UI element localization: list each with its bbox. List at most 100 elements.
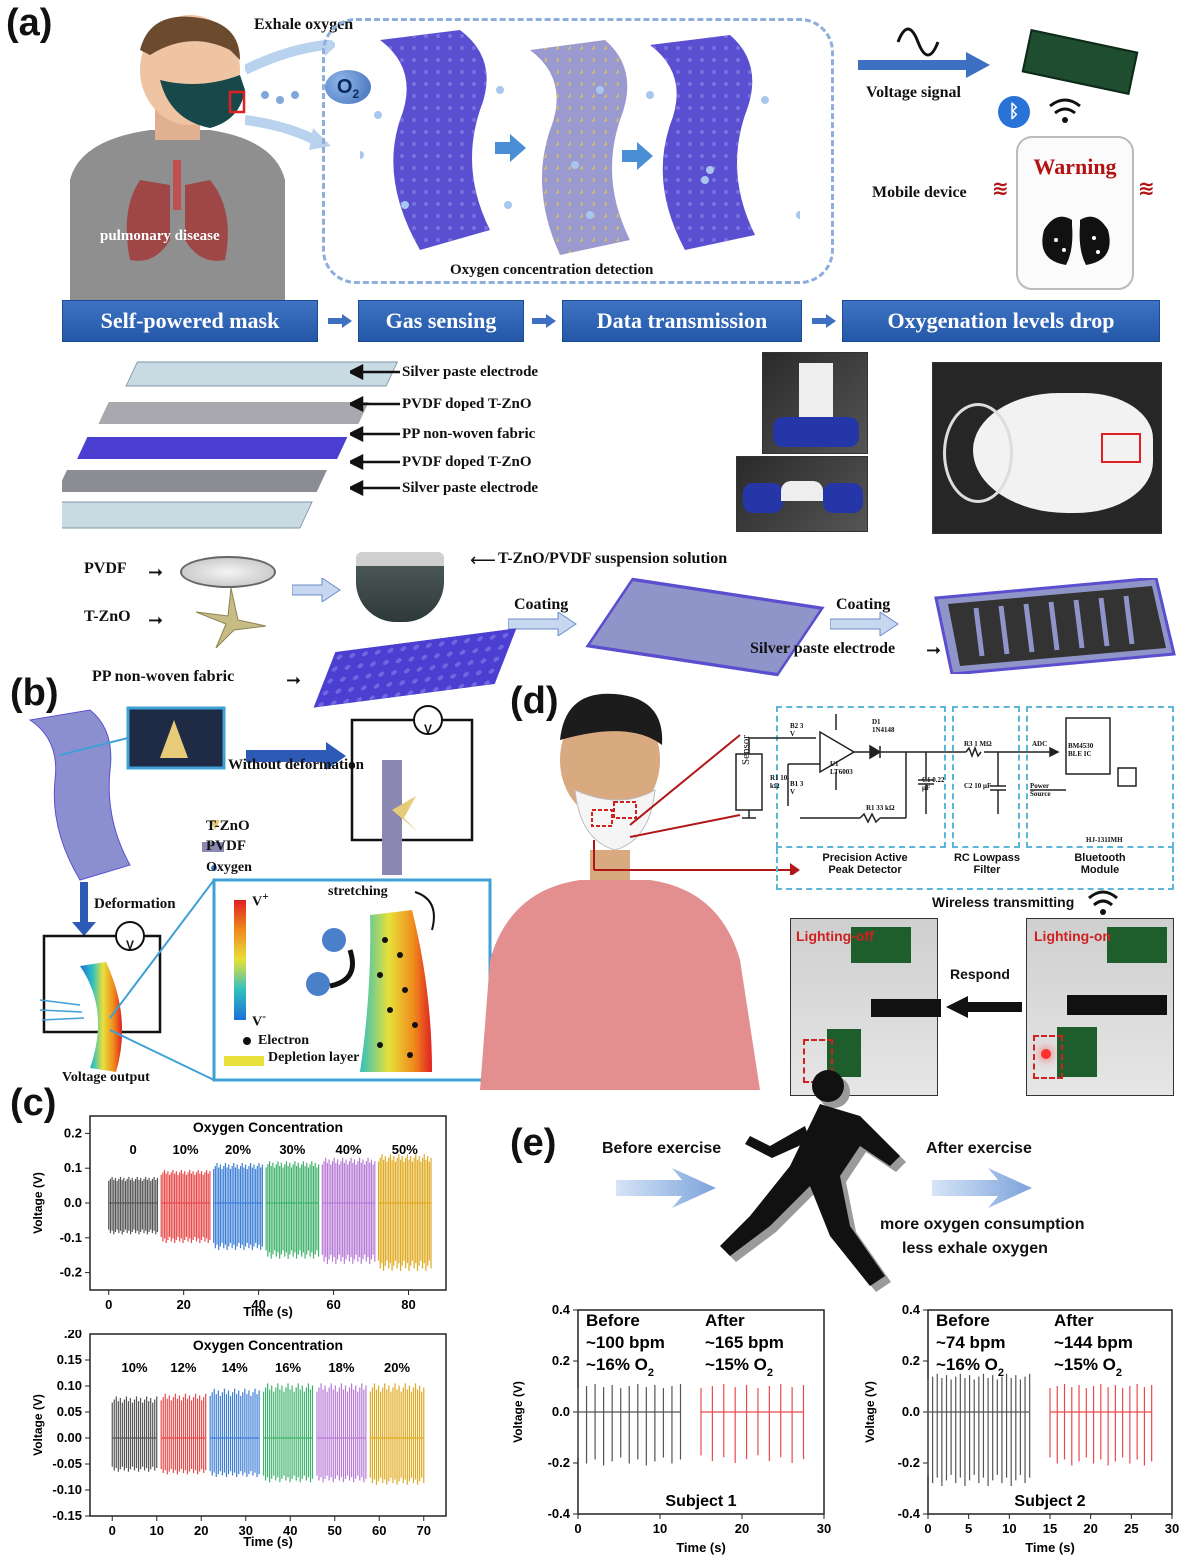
mobile-phone: Warning [1016, 136, 1134, 290]
chart-e-subject-2: 0 5 10 15 20 25 30 -0.4 -0.2 0.0 0.2 0.4 Time (s) Vol… [863, 1302, 1179, 1555]
layer-arrows [350, 363, 400, 497]
annotation-after: After [1054, 1311, 1094, 1330]
chart-c-top: 0 20 40 60 80 -0.2 -0.1 0.0 0.1 0.2 Time (s) Voltag… [31, 1115, 447, 1319]
series-label: 10% [121, 1360, 147, 1375]
flow-data-transmission: Data transmission [562, 300, 802, 342]
depletion-label: Depletion layer [268, 1050, 360, 1065]
series-trace [700, 1383, 805, 1463]
exhale-oxygen-note: less exhale oxygen [902, 1240, 1048, 1257]
annotation-before: ~100 bpm [586, 1333, 665, 1352]
series-label: 40% [336, 1142, 362, 1157]
x-tick-label: 15 [1043, 1521, 1057, 1536]
layer-label-4: PVDF doped T-ZnO [402, 454, 532, 470]
v-minus-text: V [252, 1014, 263, 1030]
series-label: 18% [328, 1360, 354, 1375]
person-photo [480, 693, 760, 1090]
o2-subscript: 2 [352, 87, 360, 101]
coating-label-1: Coating [514, 596, 569, 613]
x-tick-label: 80 [401, 1297, 415, 1312]
annotation-after: ~15% O2 [705, 1355, 773, 1379]
y-tick-label: 0.15 [57, 1352, 82, 1367]
x-axis-label: Time (s) [243, 1534, 293, 1549]
chart-title: Oxygen Concentration [193, 1119, 343, 1135]
layer-stack-illustration [62, 361, 399, 529]
comp-power: Power Source [1030, 782, 1051, 798]
series-trace [262, 1383, 314, 1483]
y-tick-label: -0.1 [60, 1230, 82, 1245]
panel-b-meter-label-top: V [424, 722, 433, 736]
electron-label: Electron [258, 1033, 310, 1048]
y-tick-label: 0.0 [902, 1404, 920, 1419]
pp-fabric-arrow: ➞ [286, 670, 302, 691]
series-label: 12% [170, 1360, 196, 1375]
respond-arrow [946, 996, 1022, 1018]
flow-gas-sensing: Gas sensing [358, 300, 524, 342]
series-label: 0 [129, 1142, 136, 1157]
y-tick-label: -0.10 [52, 1482, 82, 1497]
suspension-beaker [356, 552, 444, 622]
layer-label-5: Silver paste electrode [402, 480, 539, 496]
series-trace [927, 1373, 1031, 1486]
flow-arrow-1 [328, 314, 352, 328]
pvdf-dish [180, 556, 276, 588]
x-tick-label: 40 [251, 1297, 265, 1312]
x-tick-label: 30 [1165, 1521, 1179, 1536]
series-trace [377, 1154, 432, 1271]
series-trace [265, 1161, 320, 1259]
deformation-label: Deformation [94, 896, 176, 912]
sensor-photo-flat [762, 352, 868, 454]
x-tick-label: 60 [326, 1297, 340, 1312]
wireless-transmitting-label: Wireless transmitting [932, 894, 1075, 910]
lungs-icon [1042, 185, 1110, 265]
lighting-off-label: Lighting-off [796, 928, 874, 944]
comp-b1: B1 3 V [790, 780, 804, 796]
x-tick-label: 0 [574, 1521, 581, 1536]
legend-tzno: T-ZnO [206, 818, 250, 834]
comp-ble: BM4530 BLE IC [1068, 742, 1094, 758]
x-tick-label: 10 [150, 1523, 164, 1538]
annotation-before: ~16% O2 [586, 1355, 654, 1379]
y-tick-label: 0.10 [57, 1378, 82, 1393]
tzno-arrow: ➞ [148, 610, 164, 631]
x-tick-label: 20 [194, 1523, 208, 1538]
before-exercise-arrow [616, 1168, 716, 1208]
after-exercise-arrow [932, 1168, 1032, 1208]
comp-d1: D1 1N4148 [872, 718, 895, 734]
suspension-arrow: ⟵ [470, 550, 496, 571]
runner-silhouette [720, 1070, 906, 1292]
after-exercise-label: After exercise [926, 1140, 1032, 1157]
vibration-right-icon: ≋ [1138, 176, 1155, 200]
y-tick-label: -0.2 [898, 1455, 920, 1470]
mask-photo [932, 362, 1162, 534]
v-plus-text: V [252, 894, 263, 910]
layer-label-1: Silver paste electrode [402, 364, 539, 380]
warning-label: Warning [1033, 154, 1117, 179]
voltage-signal-arrow [858, 27, 990, 78]
tzno-label: T-ZnO [84, 608, 131, 625]
silver-electrode-arrow: ➞ [926, 640, 942, 661]
x-axis-label: Time (s) [243, 1304, 293, 1319]
series-trace [213, 1162, 263, 1250]
y-tick-label: 0.2 [552, 1353, 570, 1368]
y-tick-label: -0.4 [898, 1506, 921, 1521]
y-tick-label: 0.00 [57, 1430, 82, 1445]
pp-fabric-label: PP non-woven fabric [92, 668, 235, 685]
annotation-before: Before [936, 1311, 990, 1330]
x-tick-label: 20 [735, 1521, 749, 1536]
bluetooth-icon: ᛒ [998, 96, 1030, 128]
v-plus-label: V+ [252, 890, 269, 910]
series-trace [1049, 1383, 1153, 1466]
x-tick-label: 50 [328, 1523, 342, 1538]
comp-adc: ADC [1032, 740, 1048, 748]
x-tick-label: 0 [105, 1297, 112, 1312]
coating-arrow-1 [508, 612, 577, 636]
series-label: 50% [392, 1142, 418, 1157]
panel-a-letter: (a) [6, 2, 53, 44]
x-tick-label: 20 [176, 1297, 190, 1312]
comp-u1: U1 LT6003 [830, 760, 853, 776]
coating-label-2: Coating [836, 596, 891, 613]
layer-label-2: PVDF doped T-ZnO [402, 396, 532, 412]
plot-frame [89, 1333, 447, 1517]
circuit-schematic [735, 714, 1137, 824]
voltage-output-label: Voltage output [62, 1070, 150, 1085]
